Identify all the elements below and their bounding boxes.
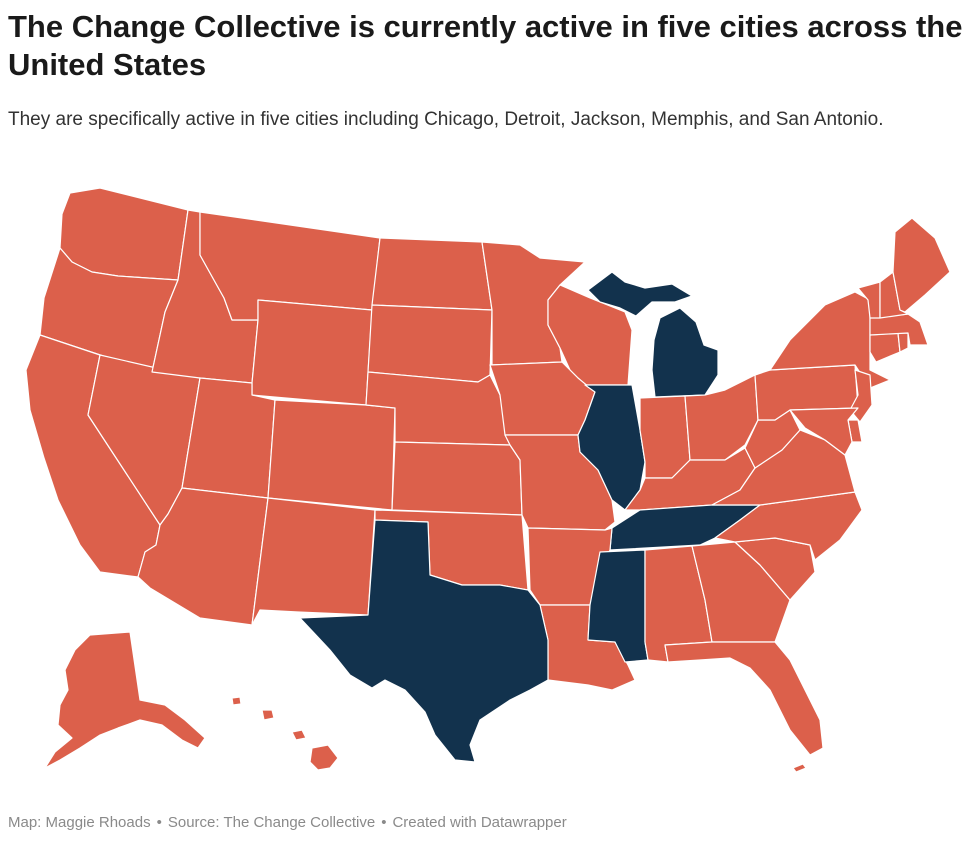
state-texas[interactable] bbox=[299, 519, 549, 763]
state-rhode-island[interactable] bbox=[897, 332, 909, 353]
state-hawaii-kauai[interactable] bbox=[231, 696, 242, 706]
state-florida[interactable] bbox=[664, 641, 824, 756]
state-maine[interactable] bbox=[892, 217, 951, 313]
state-florida-keys[interactable] bbox=[792, 763, 807, 773]
state-maryland[interactable] bbox=[789, 407, 859, 456]
state-vermont[interactable] bbox=[857, 281, 881, 319]
state-massachusetts[interactable] bbox=[869, 313, 929, 346]
state-alaska[interactable] bbox=[44, 631, 206, 769]
state-wyoming[interactable] bbox=[251, 299, 373, 406]
state-kansas[interactable] bbox=[391, 441, 523, 516]
map-title: The Change Collective is currently activ… bbox=[8, 9, 963, 82]
state-hawaii-oahu[interactable] bbox=[261, 709, 275, 721]
state-north-carolina[interactable] bbox=[714, 491, 863, 561]
state-hawaii-big-island[interactable] bbox=[309, 744, 339, 771]
map-credit: Map: Maggie Rhoads bbox=[8, 814, 151, 831]
datawrapper-credit: Created with Datawrapper bbox=[392, 814, 567, 831]
state-michigan[interactable] bbox=[651, 307, 719, 398]
state-connecticut[interactable] bbox=[869, 332, 901, 363]
state-new-mexico[interactable] bbox=[251, 497, 376, 626]
state-north-dakota[interactable] bbox=[371, 237, 493, 311]
source-credit: Source: The Change Collective bbox=[167, 814, 376, 831]
state-indiana[interactable] bbox=[639, 395, 691, 479]
us-map bbox=[0, 170, 980, 790]
map-subtitle: They are specifically active in five cit… bbox=[8, 109, 884, 130]
state-michigan-upper[interactable] bbox=[587, 271, 693, 317]
footer-separator: • bbox=[156, 814, 162, 831]
map-footer: Map: Maggie Rhoads • Source: The Change Co… bbox=[8, 814, 567, 831]
state-colorado[interactable] bbox=[267, 399, 396, 511]
state-hawaii-maui[interactable] bbox=[291, 729, 307, 741]
state-south-dakota[interactable] bbox=[367, 304, 493, 383]
footer-separator: • bbox=[381, 814, 387, 831]
